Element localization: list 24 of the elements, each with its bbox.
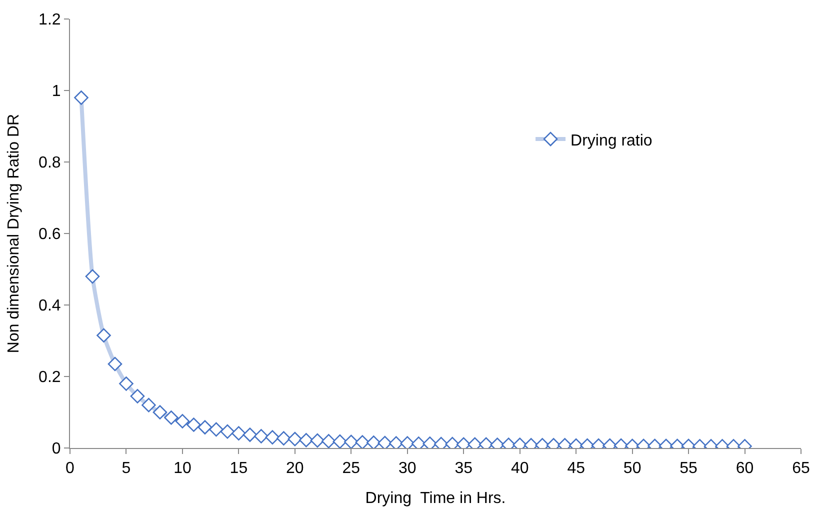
y-tick-label: 0.2 bbox=[38, 369, 61, 386]
x-tick-label: 20 bbox=[286, 460, 304, 478]
x-tick-label: 50 bbox=[623, 460, 642, 478]
y-tick-label: 0.6 bbox=[38, 226, 61, 244]
x-tick-label: 30 bbox=[398, 460, 416, 478]
y-tick-label: 0.8 bbox=[38, 154, 61, 172]
y-tick-label: 1.2 bbox=[38, 12, 61, 29]
x-tick-label: 15 bbox=[230, 460, 248, 478]
x-tick-label: 65 bbox=[792, 460, 810, 478]
x-tick-label: 0 bbox=[66, 460, 75, 478]
x-tick-label: 25 bbox=[342, 460, 360, 478]
x-tick-label: 55 bbox=[680, 460, 698, 478]
y-tick-label: 0.4 bbox=[38, 298, 61, 315]
x-tick-label: 40 bbox=[510, 460, 529, 478]
x-tick-label: 10 bbox=[174, 460, 192, 478]
y-tick-label: 0 bbox=[52, 440, 61, 458]
legend-label: Drying ratio bbox=[570, 132, 652, 150]
y-axis-title: Non dimensional Drying Ratio DR bbox=[5, 114, 22, 354]
x-tick-label: 5 bbox=[122, 460, 131, 478]
y-tick-label: 1 bbox=[52, 83, 61, 100]
x-tick-label: 35 bbox=[454, 460, 473, 478]
x-tick-label: 60 bbox=[736, 460, 754, 478]
x-tick-label: 45 bbox=[567, 460, 586, 478]
x-axis-title: Drying Time in Hrs. bbox=[365, 490, 506, 507]
